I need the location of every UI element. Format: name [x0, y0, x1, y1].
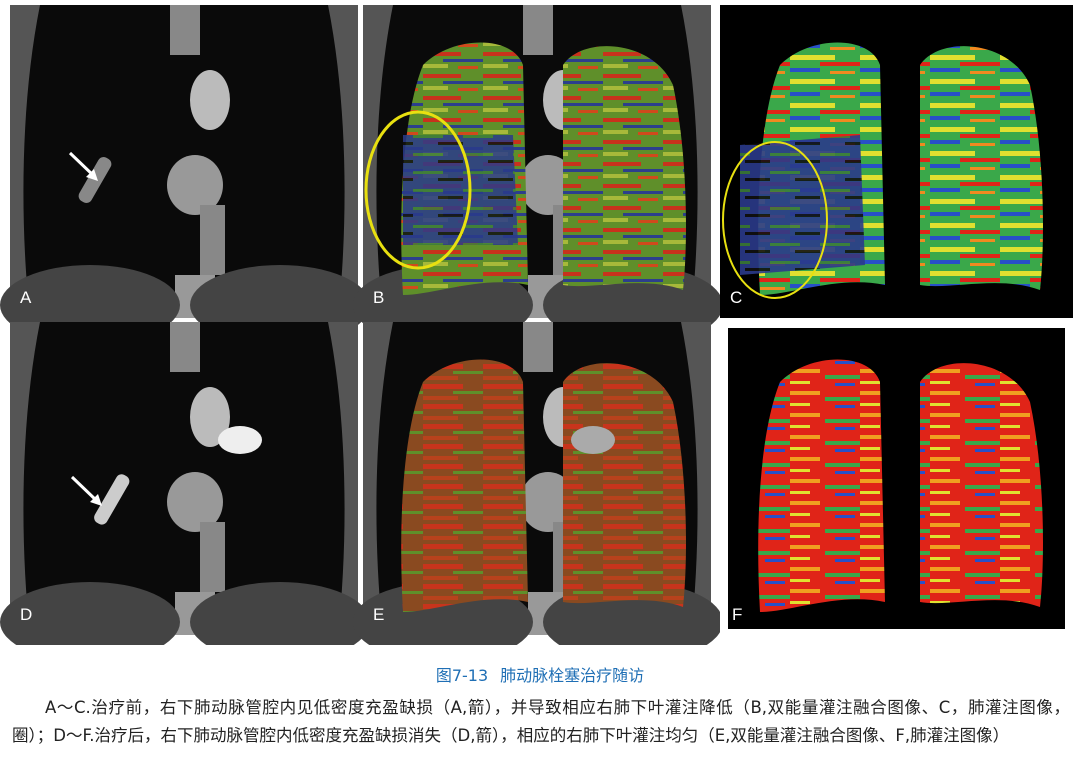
panel-label: E: [373, 605, 384, 624]
figure: A B C D E F: [0, 5, 1073, 645]
panel-a: A: [0, 5, 370, 345]
caption-number: 图7-13: [435, 666, 489, 685]
panel-e: E: [353, 322, 723, 645]
panel-label: C: [730, 288, 742, 307]
panel-c: C: [720, 5, 1073, 318]
caption-title: 图7-13 肺动脉栓塞治疗随访: [0, 662, 1080, 686]
panel-label: D: [20, 605, 32, 624]
caption-heading: 肺动脉栓塞治疗随访: [500, 666, 645, 685]
panel-label: B: [373, 288, 384, 307]
panel-label: F: [732, 605, 742, 624]
panel-d: D: [0, 322, 370, 645]
caption-text: A～C.治疗前，右下肺动脉管腔内见低密度充盈缺损（A,箭），并导致相应右肺下叶灌…: [12, 698, 1070, 745]
panel-b: B: [353, 5, 723, 345]
panel-label: A: [20, 288, 32, 307]
panel-f: F: [720, 322, 1073, 635]
